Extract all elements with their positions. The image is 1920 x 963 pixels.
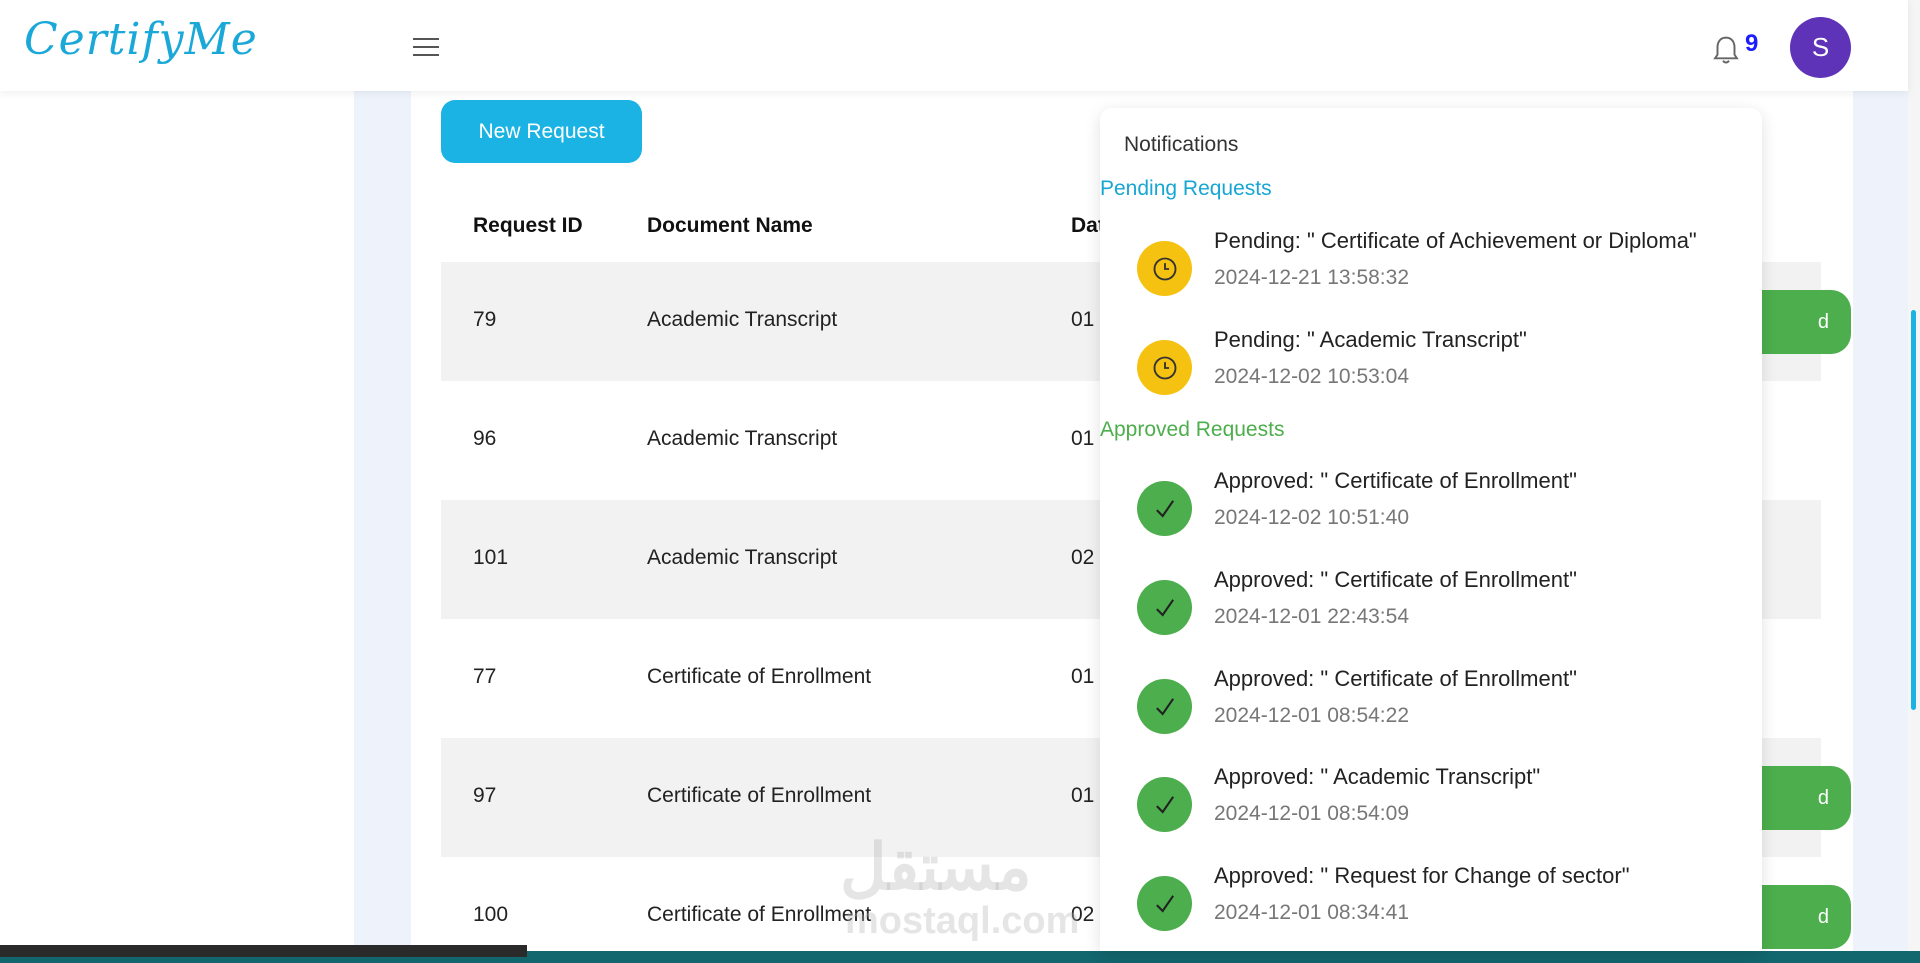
document-name-cell: Academic Transcript — [647, 308, 838, 331]
checkmark-icon — [1137, 481, 1192, 536]
notification-item[interactable]: Pending: " Certificate of Achievement or… — [1100, 228, 1762, 327]
notification-text: Pending: " Academic Transcript" — [1214, 327, 1527, 352]
notification-time: 2024-12-21 13:58:32 — [1214, 266, 1409, 289]
table-header: Request ID Document Name Dat — [441, 196, 1821, 262]
table-row: 77 Certificate of Enrollment 01 — [441, 619, 1821, 738]
notification-item[interactable]: Approved: " Academic Transcript" 2024-12… — [1100, 764, 1762, 863]
pending-requests-label: Pending Requests — [1100, 177, 1272, 200]
notification-text: Approved: " Academic Transcript" — [1214, 764, 1541, 789]
bell-icon[interactable] — [1711, 34, 1741, 68]
date-cell: 01 — [1071, 665, 1095, 688]
checkmark-icon — [1137, 679, 1192, 734]
notifications-dropdown: Notifications Pending Requests Pending: … — [1100, 108, 1762, 951]
notification-time: 2024-12-01 22:43:54 — [1214, 605, 1409, 628]
date-cell: 01 — [1071, 784, 1095, 807]
notification-time: 2024-12-02 10:53:04 — [1214, 365, 1409, 388]
notification-text: Approved: " Request for Change of sector… — [1214, 863, 1630, 888]
clock-icon — [1137, 241, 1192, 296]
request-id-cell: 96 — [473, 427, 497, 450]
request-id-cell: 100 — [473, 903, 509, 926]
checkmark-icon — [1137, 777, 1192, 832]
menu-toggle-icon[interactable] — [413, 38, 439, 60]
sidebar — [0, 91, 354, 951]
notification-text: Approved: " Certificate of Enrollment" — [1214, 567, 1577, 592]
request-id-cell: 79 — [473, 308, 497, 331]
top-header: CertifyMe 9 S — [0, 0, 1908, 91]
table-row: 96 Academic Transcript 01 — [441, 381, 1821, 500]
date-cell: 01 — [1071, 427, 1095, 450]
notification-time: 2024-12-01 08:34:41 — [1214, 901, 1409, 924]
approved-requests-label: Approved Requests — [1100, 418, 1285, 441]
checkmark-icon — [1137, 876, 1192, 931]
document-name-cell: Certificate of Enrollment — [647, 784, 872, 807]
user-avatar[interactable]: S — [1790, 17, 1851, 78]
request-id-cell: 97 — [473, 784, 497, 807]
status-bar — [0, 945, 527, 957]
column-header-request-id[interactable]: Request ID — [473, 214, 583, 237]
checkmark-icon — [1137, 580, 1192, 635]
date-cell: 02 — [1071, 903, 1095, 926]
notification-item[interactable]: Pending: " Academic Transcript" 2024-12-… — [1100, 327, 1762, 426]
notification-text: Approved: " Certificate of Enrollment" — [1214, 468, 1577, 493]
notification-time: 2024-12-01 08:54:09 — [1214, 802, 1409, 825]
app-logo[interactable]: CertifyMe — [24, 14, 258, 65]
notification-item[interactable]: Approved: " Certificate of Enrollment" 2… — [1100, 468, 1762, 567]
notification-time: 2024-12-01 08:54:22 — [1214, 704, 1409, 727]
notification-item[interactable]: Approved: " Certificate of Enrollment" 2… — [1100, 567, 1762, 666]
notification-item[interactable]: Approved: " Request for Change of sector… — [1100, 863, 1762, 951]
document-name-cell: Certificate of Enrollment — [647, 665, 872, 688]
column-header-document-name[interactable]: Document Name — [647, 214, 813, 237]
request-id-cell: 77 — [473, 665, 497, 688]
new-request-button[interactable]: New Request — [441, 100, 642, 163]
column-header-date[interactable]: Dat — [1071, 214, 1105, 237]
notification-time: 2024-12-02 10:51:40 — [1214, 506, 1409, 529]
document-name-cell: Certificate of Enrollment — [647, 903, 872, 926]
date-cell: 02 — [1071, 546, 1095, 569]
notification-text: Approved: " Certificate of Enrollment" — [1214, 666, 1577, 691]
scrollbar-thumb[interactable] — [1911, 310, 1916, 710]
notification-count-badge[interactable]: 9 — [1745, 30, 1759, 57]
date-cell: 01 — [1071, 308, 1095, 331]
notification-text: Pending: " Certificate of Achievement or… — [1214, 228, 1697, 253]
clock-icon — [1137, 340, 1192, 395]
document-name-cell: Academic Transcript — [647, 546, 838, 569]
request-id-cell: 101 — [473, 546, 509, 569]
document-name-cell: Academic Transcript — [647, 427, 838, 450]
notification-item[interactable]: Approved: " Certificate of Enrollment" 2… — [1100, 666, 1762, 765]
notifications-title: Notifications — [1124, 133, 1239, 156]
